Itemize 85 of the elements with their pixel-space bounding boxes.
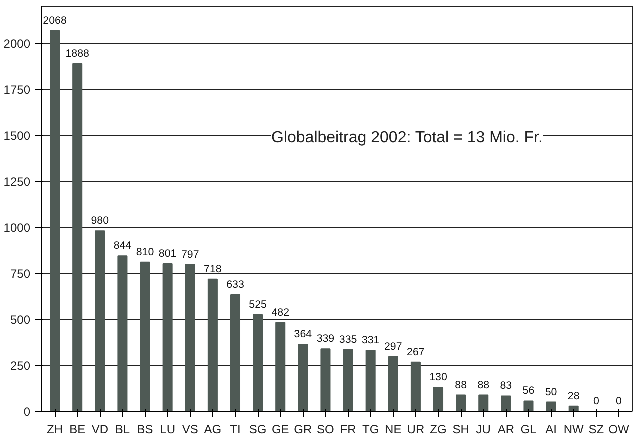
bar — [524, 400, 534, 412]
data-label: 364 — [294, 328, 312, 340]
x-tick-label: GE — [272, 422, 290, 436]
data-label: 335 — [339, 334, 358, 346]
x-tick-label: VD — [92, 422, 109, 436]
x-tick-label: SH — [452, 422, 470, 436]
x-tick-label: AR — [498, 422, 515, 436]
bar — [140, 262, 150, 412]
x-tick-label: GR — [294, 422, 312, 436]
x-tick-label: TG — [362, 422, 380, 436]
data-label: 331 — [362, 334, 380, 347]
y-tick-label: 0 — [24, 405, 31, 419]
x-tick-label: BS — [137, 422, 154, 436]
x-tick-label: ZH — [47, 422, 64, 436]
y-tick-label: 750 — [10, 266, 31, 281]
bar — [366, 350, 376, 412]
x-tick-label: OW — [608, 422, 630, 436]
x-tick-label: GL — [520, 422, 538, 436]
bar — [185, 264, 196, 412]
bar — [501, 396, 512, 412]
x-tick-label: JU — [476, 422, 491, 436]
y-tick-label: 1000 — [4, 220, 31, 235]
data-label: 2068 — [43, 14, 67, 27]
y-tick-label: 1250 — [4, 174, 31, 189]
bar — [50, 30, 60, 412]
data-label: 844 — [114, 240, 132, 252]
data-label: 50 — [545, 386, 558, 398]
data-label: 0 — [593, 396, 600, 408]
x-tick-label: UR — [407, 422, 425, 436]
bar — [208, 278, 218, 412]
x-tick-label: NE — [385, 422, 402, 436]
data-label: 801 — [158, 248, 177, 260]
data-label: 88 — [478, 379, 490, 392]
bar — [456, 394, 466, 412]
bar — [546, 402, 556, 412]
x-tick-label: AG — [204, 422, 222, 436]
x-tick-label: ZG — [430, 422, 447, 436]
data-label: 88 — [455, 379, 468, 392]
bar — [72, 63, 83, 412]
bar — [298, 344, 308, 412]
data-label: 28 — [568, 390, 580, 402]
bar — [95, 230, 106, 412]
x-tick-label: VS — [182, 422, 198, 436]
bar — [230, 294, 241, 412]
x-tick-label: TI — [230, 422, 241, 436]
bar — [478, 394, 489, 412]
data-label: 810 — [136, 246, 154, 258]
x-tick-label: BL — [115, 422, 130, 436]
bar — [276, 322, 286, 412]
data-label: 980 — [91, 215, 110, 228]
x-tick-label: LU — [160, 422, 176, 436]
bar — [320, 348, 331, 412]
x-tick-label: SG — [249, 422, 267, 436]
annotation: Globalbeitrag 2002: Total = 13 Mio. Fr. — [272, 130, 543, 146]
y-tick-label: 500 — [10, 312, 31, 327]
data-label: 130 — [430, 372, 448, 384]
data-label: 1888 — [66, 48, 90, 60]
bar — [118, 256, 128, 412]
bar — [433, 387, 444, 412]
bar — [253, 314, 264, 412]
data-label: 56 — [522, 385, 535, 398]
data-label: 633 — [226, 278, 244, 291]
x-tick-label: NW — [564, 422, 585, 436]
x-tick-label: SZ — [588, 422, 604, 436]
data-label: 83 — [500, 380, 512, 392]
y-tick-label: 1750 — [4, 82, 31, 97]
bar — [343, 349, 354, 412]
bar — [162, 264, 173, 412]
data-label: 797 — [181, 248, 200, 261]
data-label: 267 — [407, 346, 425, 358]
x-tick-label: FR — [340, 422, 357, 436]
x-tick-label: BE — [70, 422, 86, 436]
y-tick-label: 250 — [10, 358, 31, 373]
data-label: 482 — [272, 306, 290, 319]
data-label: 297 — [384, 340, 402, 353]
data-label: 339 — [316, 333, 335, 346]
x-tick-label: SO — [317, 422, 334, 436]
data-label: 718 — [204, 263, 222, 276]
data-label: 525 — [249, 298, 268, 311]
data-label: 0 — [616, 396, 622, 408]
y-tick-label: 2000 — [4, 36, 31, 51]
bar — [410, 362, 421, 412]
bar — [388, 356, 398, 412]
x-tick-label: AI — [546, 422, 557, 436]
y-tick-label: 1500 — [4, 128, 31, 143]
